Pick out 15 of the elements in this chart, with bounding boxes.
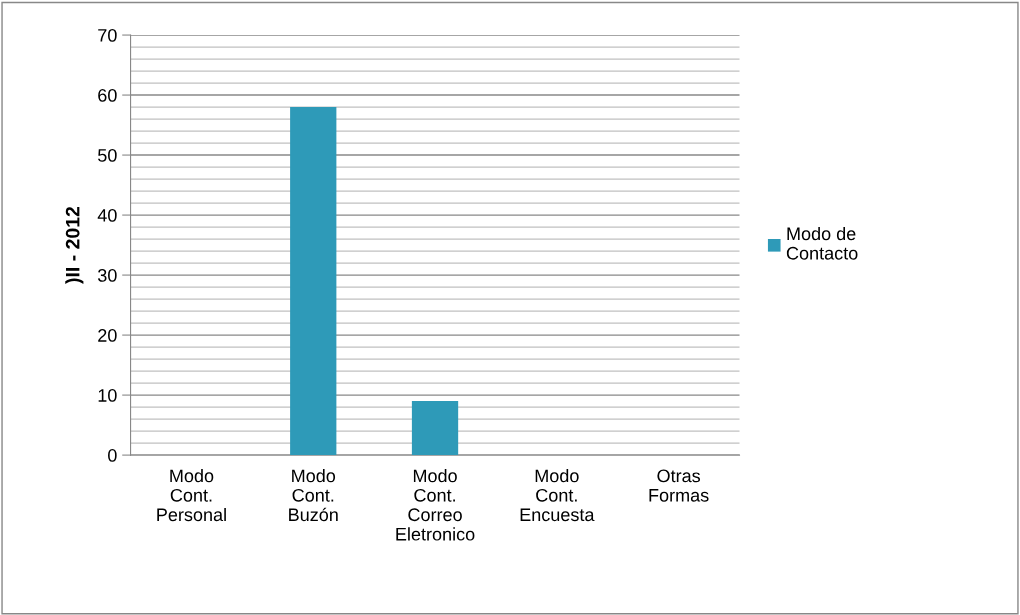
y-tick-label: 20 (98, 329, 117, 342)
y-tick-label: 40 (97, 209, 117, 222)
y-tick-label: 10 (98, 389, 117, 402)
y-tick-label: 50 (98, 149, 117, 162)
legend-label: Modo de Contacto (786, 226, 858, 260)
y-axis-title: )II - 2012 (65, 206, 84, 284)
y-tick-label: 60 (98, 89, 117, 102)
x-tick-label: Modo Cont. Encuesta (520, 468, 595, 522)
y-tick-label: 70 (98, 28, 117, 42)
y-tick-label: 30 (97, 269, 117, 282)
y-tick-label: 0 (108, 449, 117, 462)
x-tick-label: Modo Cont. Buzón (289, 468, 338, 522)
x-tick-label: Modo Cont. Correo Eletronico (396, 468, 475, 541)
x-tick-label: Otras Formas (649, 469, 709, 502)
x-tick-label: Modo Cont. Personal (157, 468, 226, 522)
